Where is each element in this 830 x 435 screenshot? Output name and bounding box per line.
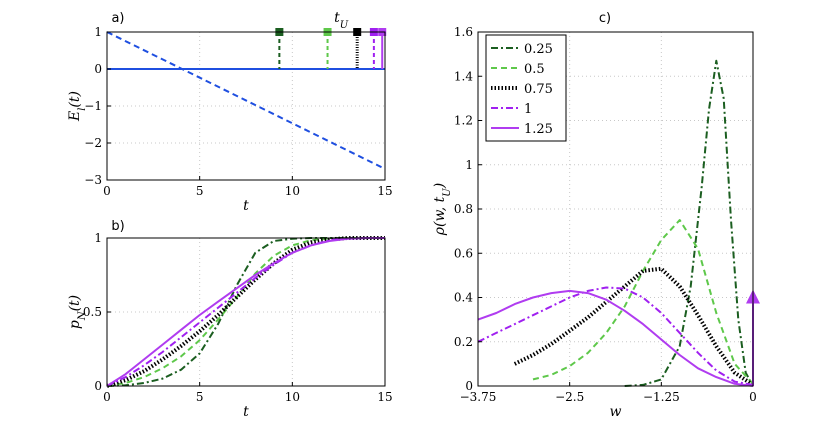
panel-label: a) [111,11,124,26]
y-axis-label: pN(t) [67,295,88,329]
series-line-E1 [106,31,386,170]
x-tick-label: 0 [103,390,111,404]
x-tick-label: 15 [377,390,392,404]
x-tick-label: 10 [285,184,300,198]
legend-label-1.25: 1.25 [524,122,553,137]
panel-label: c) [599,11,611,26]
series-line-1 [477,286,754,386]
series-line-1.25 [106,237,385,387]
x-tick-label: −1.25 [643,390,680,404]
y-tick-label: 0.5 [83,305,102,319]
x-tick-label: 5 [196,390,204,404]
legend-label-0.5: 0.5 [524,62,545,77]
x-axis-label: t [243,198,249,214]
series-line-0.75 [106,236,385,388]
x-tick-label: 0 [749,390,757,404]
legend-label-0.75: 0.75 [524,82,553,97]
y-tick-label: 0 [94,379,102,393]
y-tick-label: 0.4 [454,291,473,305]
y-tick-label: 0.2 [454,335,473,349]
y-tick-label: 0.6 [454,246,473,260]
y-tick-label: 0 [94,62,102,76]
x-axis-label: w [610,404,622,420]
y-tick-label: 1 [94,231,102,245]
y-tick-label: 1.2 [454,114,473,128]
panel-label: b) [111,219,124,234]
y-tick-label: 1.4 [454,69,473,83]
y-axis-label: ρ(w, tU) [432,183,453,236]
x-tick-label: 10 [285,390,300,404]
series-line-0.75 [513,266,755,387]
panel-b: 0 5 10 15 1 0.5 0 t pN(t) b) [67,219,393,420]
series-line-0.5 [532,219,754,385]
y-tick-label: 1.6 [454,25,473,39]
y-tick-label: −2 [84,136,102,150]
legend-label-1: 1 [524,102,532,117]
x-tick-label: −3.75 [460,390,497,404]
y-tick-label: 0 [465,379,473,393]
x-axis-label: t [243,404,249,420]
annotation-t-u: tU [334,10,349,31]
x-tick-label: 5 [196,184,204,198]
series-line-0.25 [624,59,754,387]
x-tick-label: −2.5 [555,390,584,404]
panel-c: −3.75 −2.5 −1.25 0 1.6 1.4 1.2 1 0.8 0.6 0.4 0.2 0 w ρ… [432,11,760,420]
y-tick-label: −1 [84,99,102,113]
legend-label-0.25: 0.25 [524,42,553,57]
series-line-1.25 [477,289,754,387]
x-tick-label: 15 [377,184,392,198]
y-tick-label: 0.8 [454,202,473,216]
y-tick-label: −3 [84,173,102,187]
y-axis-label: El(t) [67,91,88,122]
y-tick-label: 1 [94,25,102,39]
y-tick-label: 1 [465,158,473,172]
x-tick-label: 0 [103,184,111,198]
